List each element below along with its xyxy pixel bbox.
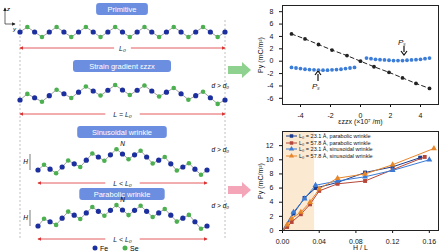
svg-text:0: 0: [358, 112, 363, 120]
svg-text:H: H: [23, 158, 28, 165]
svg-text:d > d₀: d > d₀: [212, 146, 230, 153]
svg-text:6: 6: [270, 184, 274, 191]
svg-text:0: 0: [270, 57, 274, 64]
svg-text:2: 2: [389, 112, 393, 119]
svg-text:-2: -2: [267, 70, 273, 77]
svg-text:0.08: 0.08: [349, 238, 363, 246]
svg-text:N: N: [120, 196, 125, 203]
svg-text:12: 12: [266, 142, 274, 149]
svg-text:Primitive: Primitive: [108, 5, 137, 14]
svg-text:4: 4: [270, 33, 274, 40]
html-text:Pₛ: Pₛ: [398, 38, 406, 47]
svg-text:0.00: 0.00: [276, 238, 290, 245]
svg-text:10: 10: [266, 156, 274, 163]
svg-text:d > d₀: d > d₀: [212, 82, 230, 89]
svg-text:H / L: H / L: [353, 244, 368, 251]
svg-text:-4: -4: [267, 82, 273, 89]
svg-text:d > d₀: d > d₀: [212, 202, 230, 209]
html-text:L₀ = 23.1 Å, parabolic wrinkle: L₀ = 23.1 Å, parabolic wrinkle: [299, 133, 371, 139]
svg-text:2: 2: [270, 45, 274, 52]
svg-text:L < L₀: L < L₀: [113, 180, 132, 187]
svg-text:8: 8: [270, 8, 274, 15]
svg-text:4: 4: [419, 112, 423, 119]
html-text:L₀ = 23.1 Å, sinusoidal wrinkl: L₀ = 23.1 Å, sinusoidal wrinkle: [299, 146, 373, 152]
svg-text:Sinusoidal wrinkle: Sinusoidal wrinkle: [92, 128, 152, 137]
svg-text:L < L₀: L < L₀: [113, 236, 132, 243]
svg-text:4: 4: [270, 198, 274, 205]
svg-text:0.16: 0.16: [423, 238, 437, 245]
html-text:L₀ = 57.8 Å, parabolic wrinkle: L₀ = 57.8 Å, parabolic wrinkle: [299, 139, 371, 146]
svg-text:-6: -6: [267, 95, 273, 102]
svg-text:Py (mC/m²): Py (mC/m²): [257, 163, 265, 199]
svg-text:-4: -4: [297, 112, 303, 119]
svg-text:0: 0: [270, 227, 274, 234]
svg-text:-2: -2: [327, 112, 333, 119]
svg-text:Se: Se: [130, 245, 139, 252]
svg-text:0.12: 0.12: [386, 238, 400, 245]
svg-text:y: y: [12, 26, 17, 32]
svg-text:L₀: L₀: [119, 45, 126, 52]
svg-text:8: 8: [270, 170, 274, 177]
svg-text:Strain gradient εzzx: Strain gradient εzzx: [89, 62, 155, 71]
svg-text:z: z: [6, 6, 10, 12]
svg-text:0.04: 0.04: [312, 238, 326, 245]
html-text:Pₛ: Pₛ: [312, 82, 320, 91]
svg-text:Fe: Fe: [100, 245, 108, 252]
svg-text:L = L₀: L = L₀: [113, 111, 132, 118]
svg-text:H: H: [23, 214, 28, 221]
html-text:L₀ = 57.8 Å, sinusoidal wrinkl: L₀ = 57.8 Å, sinusoidal wrinkle: [299, 152, 373, 159]
svg-text:εzzx (×10⁷ /m): εzzx (×10⁷ /m): [338, 118, 382, 126]
svg-text:N: N: [120, 140, 125, 147]
svg-text:6: 6: [270, 20, 274, 27]
svg-text:2: 2: [270, 213, 274, 220]
svg-text:Parabolic wrinkle: Parabolic wrinkle: [93, 189, 151, 199]
svg-text:Py (mC/m²): Py (mC/m²): [257, 37, 265, 73]
